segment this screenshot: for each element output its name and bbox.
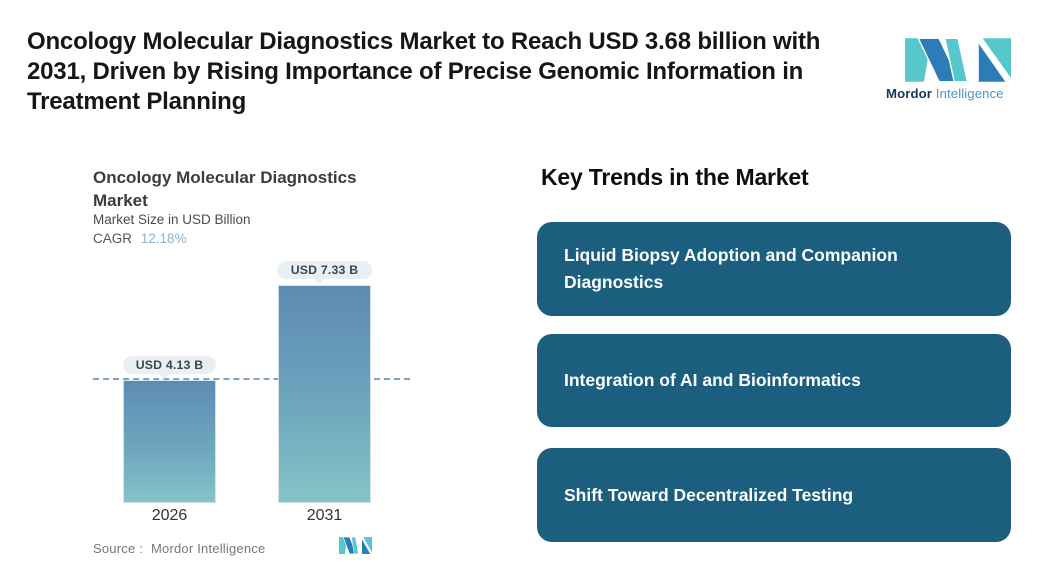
x-axis-label-2026: 2026 [151, 507, 188, 524]
cagr-value: 12.18% [140, 231, 187, 246]
bar-2026 [123, 380, 216, 503]
value-callout-2031: USD 7.33 B [277, 261, 372, 284]
chart-subtitle: Market Size in USD Billion [93, 212, 251, 227]
value-callout-2026: USD 4.13 B [123, 356, 216, 379]
chart-title-line: Oncology Molecular Diagnostics [93, 168, 357, 187]
mordor-logo-icon [905, 38, 1011, 82]
trend-card-decentralized-testing: Shift Toward Decentralized Testing [537, 448, 1011, 542]
trend-card-liquid-biopsy: Liquid Biopsy Adoption and Companion Dia… [537, 222, 1011, 316]
brand-name: Mordor Intelligence [886, 86, 1018, 101]
bar-chart-plot-area: USD 4.13 B USD 7.33 B [93, 255, 410, 503]
mordor-logo-icon-small [339, 537, 372, 554]
brand-name-bold: Mordor [886, 86, 933, 101]
trends-heading: Key Trends in the Market [541, 164, 809, 190]
bar-2031 [278, 285, 371, 503]
cagr-label: CAGR [93, 231, 133, 246]
source-value: Mordor Intelligence [151, 541, 266, 556]
trend-card-label: Integration of AI and Bioinformatics [564, 370, 861, 390]
cagr-row: CAGR 12.18% [93, 231, 187, 246]
brand-name-light: Intelligence [935, 86, 1004, 101]
brand-logo: Mordor Intelligence [886, 38, 1018, 101]
page-title-line: Treatment Planning [27, 88, 247, 115]
page-title-line: Oncology Molecular Diagnostics Market to… [27, 28, 821, 55]
chart-title: Oncology Molecular Diagnostics Market [93, 166, 393, 212]
trend-card-label: Liquid Biopsy Adoption and Companion Dia… [564, 245, 898, 292]
source-row: Source : Mordor Intelligence [93, 541, 265, 556]
chart-title-line: Market [93, 191, 148, 210]
trend-card-ai-bioinformatics: Integration of AI and Bioinformatics [537, 334, 1011, 427]
x-axis-label-2031: 2031 [306, 507, 343, 524]
page-title-line: 2031, Driven by Rising Importance of Pre… [27, 58, 804, 85]
source-label: Source : [93, 541, 144, 556]
page-title: Oncology Molecular Diagnostics Market to… [27, 27, 907, 117]
trend-card-label: Shift Toward Decentralized Testing [564, 484, 854, 505]
reference-dashed-line [93, 378, 410, 380]
